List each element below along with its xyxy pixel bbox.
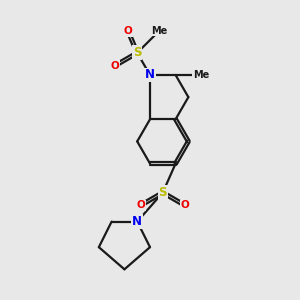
Text: S: S	[158, 186, 167, 199]
Text: O: O	[181, 200, 189, 210]
Text: N: N	[132, 215, 142, 228]
Text: O: O	[124, 26, 132, 36]
Text: Me: Me	[193, 70, 209, 80]
Text: O: O	[111, 61, 119, 70]
Text: N: N	[145, 68, 155, 82]
Text: Me: Me	[151, 26, 167, 36]
Text: O: O	[136, 200, 145, 210]
Text: S: S	[133, 46, 142, 59]
